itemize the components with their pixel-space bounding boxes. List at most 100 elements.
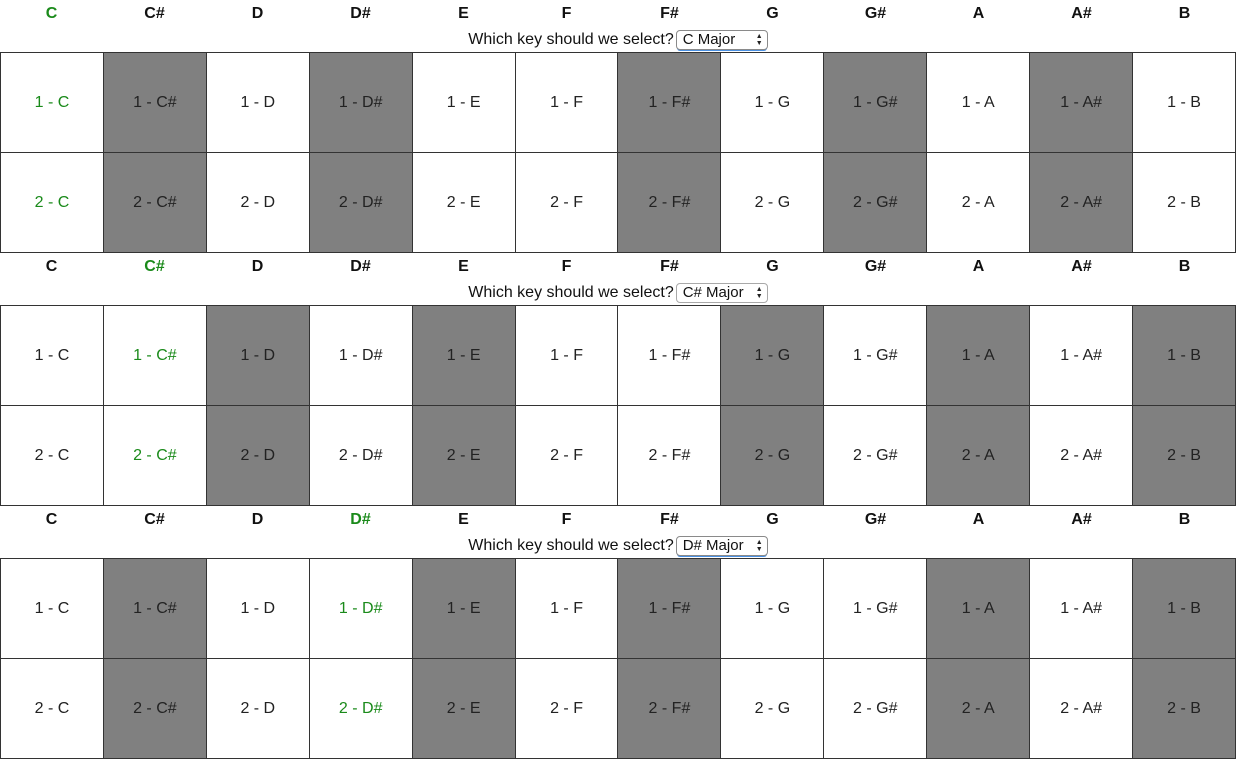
key-cell[interactable]: 2 - G#	[824, 659, 928, 759]
key-cell[interactable]: 2 - F#	[618, 659, 722, 759]
key-cell[interactable]: 2 - D	[206, 659, 310, 759]
key-cell[interactable]: 1 - G	[721, 559, 825, 659]
note-header: C#	[144, 258, 165, 275]
key-cell[interactable]: 2 - E	[412, 153, 516, 253]
key-cell[interactable]: 1 - C	[1, 559, 104, 659]
key-cell[interactable]: 2 - C	[1, 406, 104, 506]
key-cell[interactable]: 2 - F#	[618, 406, 722, 506]
key-cell[interactable]: 2 - F	[515, 153, 619, 253]
key-cell[interactable]: 2 - A#	[1030, 406, 1134, 506]
key-cell[interactable]: 1 - D#	[309, 559, 413, 659]
note-header: D	[251, 511, 264, 528]
key-cell[interactable]: 2 - F#	[618, 153, 722, 253]
key-prompt-row: Which key should we select? C# Major ▲ ▼	[0, 280, 1236, 305]
key-cell[interactable]: 1 - G#	[824, 306, 928, 406]
key-cell[interactable]: 1 - F#	[618, 53, 722, 153]
key-cell[interactable]: 1 - C#	[103, 306, 207, 406]
key-select-dropdown[interactable]: C# Major ▲ ▼	[675, 282, 768, 303]
key-cell[interactable]: 1 - C	[1, 306, 104, 406]
note-header: D#	[350, 511, 371, 528]
key-select-value: C# Major	[682, 284, 744, 301]
note-header: B	[1178, 511, 1191, 528]
note-header: E	[458, 5, 469, 22]
key-select-dropdown[interactable]: C Major ▲ ▼	[675, 29, 768, 50]
key-cell[interactable]: 1 - C	[1, 53, 104, 153]
key-prompt-label: Which key should we select?	[468, 536, 674, 554]
key-cell[interactable]: 2 - C#	[103, 659, 207, 759]
note-header: D#	[350, 5, 371, 22]
note-header: F	[561, 5, 572, 22]
key-cell[interactable]: 1 - D#	[309, 306, 413, 406]
key-cell[interactable]: 1 - C#	[103, 559, 207, 659]
note-header: G	[766, 258, 779, 275]
key-cell[interactable]: 2 - C#	[103, 153, 207, 253]
key-cell[interactable]: 2 - B	[1133, 153, 1236, 253]
key-cell[interactable]: 2 - A#	[1030, 659, 1134, 759]
key-cell[interactable]: 2 - G#	[824, 153, 928, 253]
key-cell[interactable]: 1 - D#	[309, 53, 413, 153]
key-cell[interactable]: 1 - G#	[824, 559, 928, 659]
key-cell[interactable]: 1 - E	[412, 306, 516, 406]
key-cell[interactable]: 2 - F	[515, 406, 619, 506]
key-cell[interactable]: 1 - F	[515, 306, 619, 406]
key-cell[interactable]: 1 - A	[927, 53, 1031, 153]
key-cell[interactable]: 2 - B	[1133, 406, 1236, 506]
key-cell[interactable]: 1 - G	[721, 306, 825, 406]
key-select-value: C Major	[682, 31, 736, 48]
key-cell[interactable]: 1 - D	[206, 559, 310, 659]
key-cell[interactable]: 1 - C#	[103, 53, 207, 153]
key-select-dropdown[interactable]: D# Major ▲ ▼	[675, 535, 768, 556]
note-header: A	[972, 5, 985, 22]
note-header: F#	[660, 258, 679, 275]
key-cell[interactable]: 2 - D#	[309, 659, 413, 759]
key-cell[interactable]: 1 - A#	[1030, 559, 1134, 659]
key-cell[interactable]: 2 - A	[927, 153, 1031, 253]
note-header: C	[45, 258, 58, 275]
up-down-arrows-icon: ▲ ▼	[755, 32, 763, 47]
key-cell[interactable]: 2 - E	[412, 406, 516, 506]
key-cell[interactable]: 1 - E	[412, 559, 516, 659]
key-cell[interactable]: 1 - D	[206, 306, 310, 406]
key-cell[interactable]: 2 - A	[927, 659, 1031, 759]
key-select-value: D# Major	[682, 537, 744, 554]
key-cell[interactable]: 1 - A#	[1030, 53, 1134, 153]
key-cell[interactable]: 1 - B	[1133, 306, 1236, 406]
key-cell[interactable]: 1 - A#	[1030, 306, 1134, 406]
key-cell[interactable]: 2 - E	[412, 659, 516, 759]
key-cell[interactable]: 1 - F#	[618, 559, 722, 659]
key-cell[interactable]: 1 - G	[721, 53, 825, 153]
key-section: C C# D D# E F F# G G# A A# B Which key should we sel…	[0, 253, 1236, 506]
key-cell[interactable]: 1 - F	[515, 559, 619, 659]
key-cell[interactable]: 1 - G#	[824, 53, 928, 153]
key-cell[interactable]: 1 - D	[206, 53, 310, 153]
key-cell[interactable]: 2 - C#	[103, 406, 207, 506]
key-cell[interactable]: 1 - F	[515, 53, 619, 153]
note-header: B	[1178, 258, 1191, 275]
key-cell[interactable]: 2 - D#	[309, 406, 413, 506]
key-cell[interactable]: 2 - G	[721, 659, 825, 759]
key-cell[interactable]: 1 - A	[927, 559, 1031, 659]
key-cell[interactable]: 2 - C	[1, 153, 104, 253]
key-cell[interactable]: 1 - F#	[618, 306, 722, 406]
key-cell[interactable]: 2 - A#	[1030, 153, 1134, 253]
key-cell[interactable]: 2 - G#	[824, 406, 928, 506]
key-cell[interactable]: 2 - G	[721, 406, 825, 506]
note-header: A	[972, 258, 985, 275]
note-header: G	[766, 511, 779, 528]
key-cell[interactable]: 1 - A	[927, 306, 1031, 406]
key-cell[interactable]: 2 - G	[721, 153, 825, 253]
key-cell[interactable]: 2 - A	[927, 406, 1031, 506]
key-cell[interactable]: 1 - E	[412, 53, 516, 153]
key-cell[interactable]: 2 - B	[1133, 659, 1236, 759]
key-cell[interactable]: 1 - B	[1133, 559, 1236, 659]
key-cell[interactable]: 2 - D	[206, 153, 310, 253]
key-cell[interactable]: 2 - D	[206, 406, 310, 506]
key-cell[interactable]: 1 - B	[1133, 53, 1236, 153]
key-cell[interactable]: 2 - F	[515, 659, 619, 759]
key-cell[interactable]: 2 - C	[1, 659, 104, 759]
key-cell[interactable]: 2 - D#	[309, 153, 413, 253]
